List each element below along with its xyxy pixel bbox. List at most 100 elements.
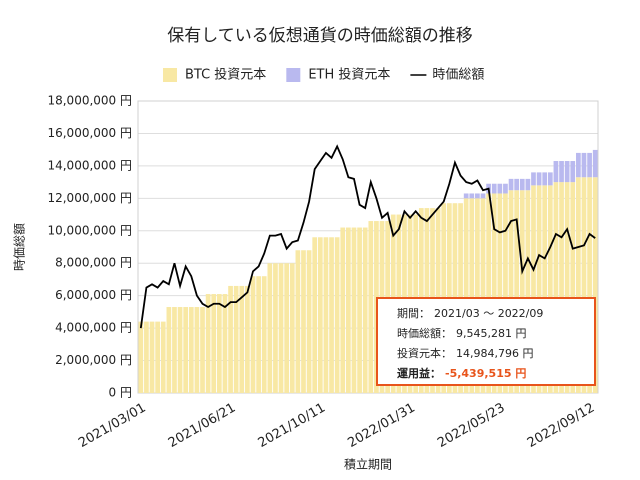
bar: [508, 190, 514, 393]
legend-label: 時価総額: [432, 68, 484, 83]
bar: [160, 321, 166, 393]
y-tick-label: 8,000,000 円: [55, 256, 132, 270]
bar: [486, 193, 491, 393]
info-label: 運用益：: [397, 366, 441, 380]
bar: [306, 250, 312, 393]
bar: [301, 250, 306, 393]
bar: [525, 190, 531, 393]
bar: [166, 307, 172, 393]
legend-swatch: [286, 68, 301, 82]
bar: [508, 178, 514, 191]
bar: [491, 183, 497, 194]
bar: [334, 237, 340, 393]
bar: [149, 321, 155, 393]
info-label: 期間：: [397, 307, 430, 320]
bar: [245, 285, 250, 393]
bar: [587, 177, 592, 393]
bar: [295, 250, 301, 393]
bar: [239, 285, 245, 393]
info-label: 時価総額：: [397, 326, 452, 340]
bar: [559, 182, 564, 393]
bar: [519, 178, 525, 191]
bar: [564, 182, 570, 393]
x-axis-label: 積立期間: [344, 457, 392, 472]
bar: [362, 227, 368, 393]
info-label: 投資元本：: [397, 346, 452, 360]
y-tick-label: 0 円: [109, 386, 132, 400]
bar: [576, 177, 581, 393]
bar: [491, 193, 497, 393]
bar: [183, 307, 189, 393]
bar: [357, 227, 362, 393]
y-tick-label: 10,000,000 円: [47, 223, 132, 237]
bar: [278, 263, 284, 393]
bar: [144, 321, 149, 393]
bar: [592, 149, 598, 178]
bar: [547, 172, 553, 186]
info-value: 14,984,796 円: [456, 347, 533, 360]
bar: [256, 276, 261, 393]
bar: [340, 227, 346, 393]
bar: [273, 263, 278, 393]
bar: [233, 285, 239, 393]
bar: [469, 193, 475, 199]
info-value: -5,439,515 円: [445, 367, 526, 380]
x-tick-label: 2022/01/31: [345, 401, 417, 451]
bar: [564, 161, 570, 183]
bar: [475, 198, 480, 393]
legend-label: BTC 投資元本: [185, 67, 266, 83]
bar: [519, 190, 525, 393]
y-tick-label: 14,000,000 円: [47, 158, 132, 172]
bar: [222, 294, 228, 393]
bar: [188, 307, 194, 393]
bar: [570, 161, 576, 183]
bar: [480, 198, 486, 393]
bar: [581, 177, 587, 393]
bar: [351, 227, 357, 393]
bar: [587, 152, 592, 178]
bar: [553, 161, 559, 183]
bar: [463, 198, 469, 393]
bar: [323, 237, 329, 393]
bar: [542, 172, 548, 186]
bar: [155, 321, 160, 393]
bar: [289, 263, 295, 393]
bar: [267, 263, 273, 393]
bar: [570, 182, 576, 393]
bar: [261, 276, 267, 393]
x-tick-label: 2021/10/11: [256, 401, 328, 451]
plot-frame: [137, 100, 599, 394]
info-value: 9,545,281 円: [456, 327, 526, 340]
bar: [525, 178, 531, 191]
bar: [216, 294, 222, 393]
bar: [547, 185, 553, 393]
bar: [205, 294, 211, 393]
y-tick-label: 2,000,000 円: [55, 353, 132, 367]
bar: [194, 307, 200, 393]
bar: [138, 321, 144, 393]
bar: [497, 193, 503, 393]
x-tick-label: 2022/09/12: [525, 401, 597, 451]
bar: [329, 237, 334, 393]
bar: [475, 193, 480, 199]
bar: [228, 285, 233, 393]
bar: [312, 237, 318, 393]
bar: [211, 294, 217, 393]
bar: [542, 185, 548, 393]
x-tick-label: 2021/03/01: [76, 401, 148, 451]
bar: [503, 193, 508, 393]
bar: [536, 172, 542, 186]
info-value: 2021/03 ～ 2022/09: [434, 307, 543, 320]
bar: [514, 178, 520, 191]
bar: [284, 263, 290, 393]
legend-label: ETH 投資元本: [308, 67, 390, 83]
y-axis-label: 時価総額: [13, 223, 27, 271]
bar: [200, 307, 205, 393]
bar: [480, 193, 486, 199]
bar: [317, 237, 323, 393]
bar: [536, 185, 542, 393]
x-tick-label: 2022/05/23: [435, 401, 507, 451]
line: [139, 144, 596, 329]
bar: [503, 183, 508, 194]
y-tick-label: 6,000,000 円: [55, 288, 132, 302]
